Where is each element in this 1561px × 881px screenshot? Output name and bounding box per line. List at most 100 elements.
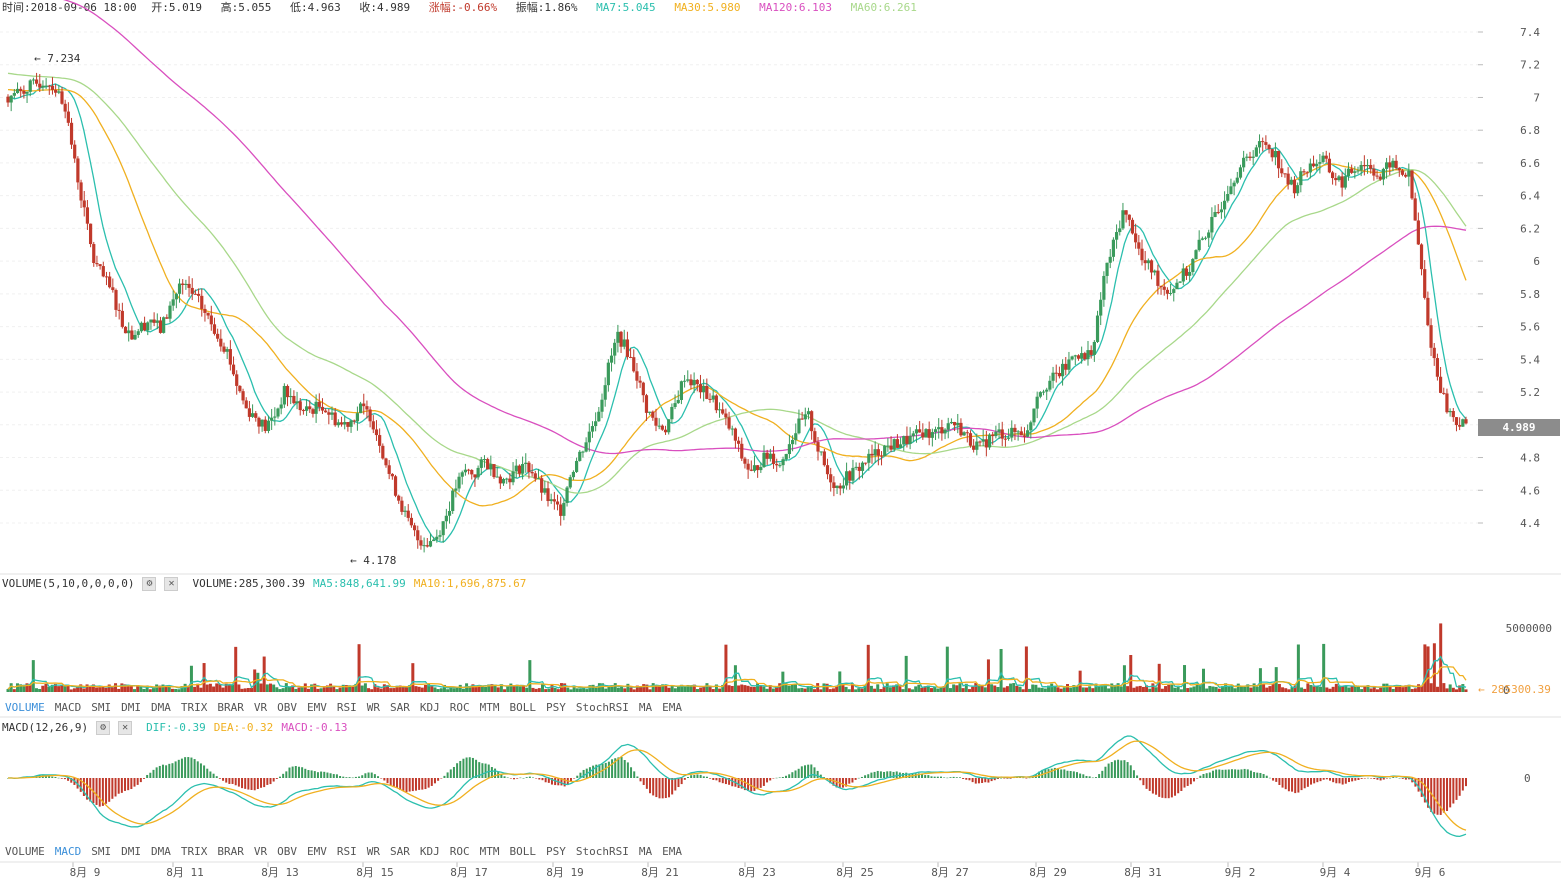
- tab-dma[interactable]: DMA: [151, 845, 171, 858]
- volume-bar: [1164, 686, 1168, 692]
- macd-histogram-bar: [79, 778, 82, 792]
- candle-body: [358, 403, 363, 414]
- volume-bar: [373, 684, 377, 692]
- tab-wr[interactable]: WR: [366, 701, 380, 714]
- candle-body: [146, 322, 150, 331]
- tab-brar[interactable]: BRAR: [217, 701, 244, 714]
- macd-histogram-bar: [285, 771, 288, 778]
- ma30-line: [7, 88, 1467, 507]
- tab-stochrsi[interactable]: StochRSI: [575, 845, 629, 858]
- volume-bar: [550, 684, 554, 692]
- tab-ema[interactable]: EMA: [662, 701, 682, 714]
- tab-obv[interactable]: OBV: [277, 845, 297, 858]
- candle-body: [543, 488, 547, 493]
- tab-emv[interactable]: EMV: [307, 701, 327, 714]
- tab-kdj[interactable]: KDJ: [419, 701, 440, 714]
- macd-close-icon[interactable]: ✕: [118, 721, 133, 735]
- volume-bar: [683, 686, 687, 692]
- tab-volume[interactable]: VOLUME: [5, 845, 45, 858]
- tab-emv[interactable]: EMV: [307, 845, 327, 858]
- tab-ma[interactable]: MA: [638, 845, 653, 858]
- tab-trix[interactable]: TRIX: [180, 701, 208, 714]
- volume-bar: [911, 689, 915, 692]
- macd-histogram-bar: [1341, 778, 1344, 785]
- candle-body: [244, 400, 248, 409]
- tab-volume[interactable]: VOLUME: [5, 701, 45, 714]
- last-price-tag: 4.989: [1478, 419, 1560, 436]
- tab-wr[interactable]: WR: [366, 845, 380, 858]
- volume-bar: [145, 685, 149, 692]
- info-ma60: MA60:6.261: [850, 1, 917, 14]
- tab-dmi[interactable]: DMI: [121, 845, 141, 858]
- candle-body: [235, 374, 239, 386]
- tab-trix[interactable]: TRIX: [180, 845, 208, 858]
- tab-vr[interactable]: VR: [253, 845, 268, 858]
- candle-body: [339, 422, 344, 425]
- tab-sar[interactable]: SAR: [390, 845, 410, 858]
- candle-body: [638, 380, 642, 383]
- tab-smi[interactable]: SMI: [91, 701, 112, 714]
- tab-brar[interactable]: BRAR: [217, 845, 244, 858]
- tab-kdj[interactable]: KDJ: [419, 845, 440, 858]
- tab-mtm[interactable]: MTM: [479, 845, 500, 858]
- candle-body: [1384, 162, 1389, 169]
- tab-mtm[interactable]: MTM: [479, 701, 500, 714]
- macd-histogram-bar: [1132, 770, 1135, 778]
- tab-sar[interactable]: SAR: [390, 701, 410, 714]
- tab-smi[interactable]: SMI: [91, 845, 112, 858]
- macd-histogram-bar: [630, 767, 633, 778]
- volume-bar: [695, 689, 699, 692]
- candle-body: [1060, 363, 1065, 377]
- tab-macd[interactable]: MACD: [54, 701, 82, 714]
- candle-body: [47, 85, 51, 87]
- tab-dma[interactable]: DMA: [151, 701, 171, 714]
- tab-roc[interactable]: ROC: [449, 845, 470, 858]
- tab-obv[interactable]: OBV: [277, 701, 297, 714]
- volume-bar: [452, 688, 456, 692]
- macd-histogram-bar: [228, 778, 231, 784]
- tab-roc[interactable]: ROC: [449, 701, 470, 714]
- macd-settings-gear-icon[interactable]: ⚙: [96, 721, 111, 735]
- volume-close-icon[interactable]: ✕: [164, 577, 179, 591]
- tab-ma[interactable]: MA: [638, 701, 653, 714]
- tab-vr[interactable]: VR: [253, 701, 268, 714]
- candle-body: [1273, 150, 1278, 158]
- candle-body: [711, 395, 715, 400]
- macd-histogram-bar: [1063, 769, 1066, 778]
- volume-bar: [243, 688, 247, 692]
- tab-psy[interactable]: PSY: [546, 701, 566, 714]
- volume-bar: [117, 688, 121, 692]
- volume-bar: [1442, 683, 1446, 692]
- tab-rsi[interactable]: RSI: [336, 701, 357, 714]
- tab-stochrsi[interactable]: StochRSI: [575, 701, 629, 714]
- tab-macd[interactable]: MACD: [54, 845, 82, 858]
- macd-histogram-bar: [753, 778, 756, 791]
- tab-rsi[interactable]: RSI: [336, 845, 357, 858]
- tab-ema[interactable]: EMA: [662, 845, 682, 858]
- candle-body: [301, 410, 306, 412]
- macd-histogram-bar: [1142, 778, 1145, 786]
- volume-bar: [860, 688, 864, 692]
- tab-boll[interactable]: BOLL: [509, 701, 537, 714]
- macd-histogram-bar: [225, 778, 228, 783]
- macd-histogram-bar: [728, 778, 731, 785]
- tab-psy[interactable]: PSY: [546, 845, 566, 858]
- candle-body: [1057, 373, 1062, 377]
- tab-boll[interactable]: BOLL: [509, 845, 537, 858]
- macd-histogram-bar: [816, 770, 819, 778]
- volume-bar: [1173, 687, 1177, 692]
- volume-bar: [1243, 686, 1247, 692]
- volume-bar: [711, 689, 715, 692]
- tab-dmi[interactable]: DMI: [121, 701, 141, 714]
- macd-histogram-bar: [218, 778, 221, 779]
- volume-bar: [291, 685, 295, 692]
- candlesticks: [6, 72, 1468, 553]
- macd-histogram-bar: [1316, 778, 1319, 783]
- macd-histogram-bar: [532, 777, 535, 778]
- macd-histogram-bar: [377, 776, 380, 778]
- candle-body: [1235, 177, 1239, 183]
- x-tick-label: 8月 11: [166, 866, 204, 879]
- macd-histogram-bar: [1420, 778, 1423, 797]
- volume-settings-gear-icon[interactable]: ⚙: [142, 577, 157, 591]
